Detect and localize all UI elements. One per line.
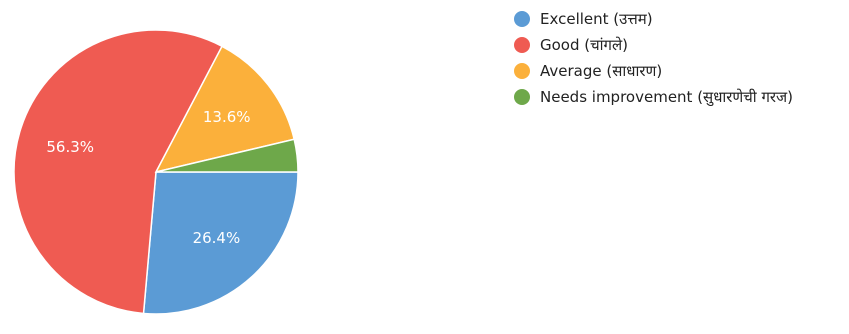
pie-label-good: 56.3% xyxy=(46,138,94,156)
legend-label-good: Good (चांगले) xyxy=(540,36,628,54)
pie-slice-needs-improvement[interactable] xyxy=(155,138,299,173)
pie-label-excellent: 26.4% xyxy=(193,229,241,247)
legend-item-excellent[interactable]: Excellent (उत्तम) xyxy=(514,6,793,32)
legend-label-excellent: Excellent (उत्तम) xyxy=(540,10,653,28)
pie-slices xyxy=(13,29,299,315)
legend-swatch-good xyxy=(514,37,530,53)
legend: Excellent (उत्तम) Good (चांगले) Average … xyxy=(514,6,793,110)
pie-slice-good[interactable] xyxy=(13,29,224,315)
legend-label-average: Average (साधारण) xyxy=(540,62,663,80)
pie-slice-labels: 26.4% 56.3% 13.6% xyxy=(46,108,250,247)
pie-slice-average[interactable] xyxy=(154,45,296,174)
legend-item-good[interactable]: Good (चांगले) xyxy=(514,32,793,58)
legend-label-needs-improvement: Needs improvement (सुधारणेची गरज) xyxy=(540,88,794,106)
legend-item-average[interactable]: Average (साधारण) xyxy=(514,58,793,84)
legend-swatch-excellent xyxy=(514,11,530,27)
pie-label-average: 13.6% xyxy=(203,108,251,126)
pie-slice-excellent[interactable] xyxy=(142,171,299,315)
legend-item-needs-improvement[interactable]: Needs improvement (सुधारणेची गरज) xyxy=(514,84,793,110)
legend-swatch-average xyxy=(514,63,530,79)
legend-swatch-needs-improvement xyxy=(514,89,530,105)
